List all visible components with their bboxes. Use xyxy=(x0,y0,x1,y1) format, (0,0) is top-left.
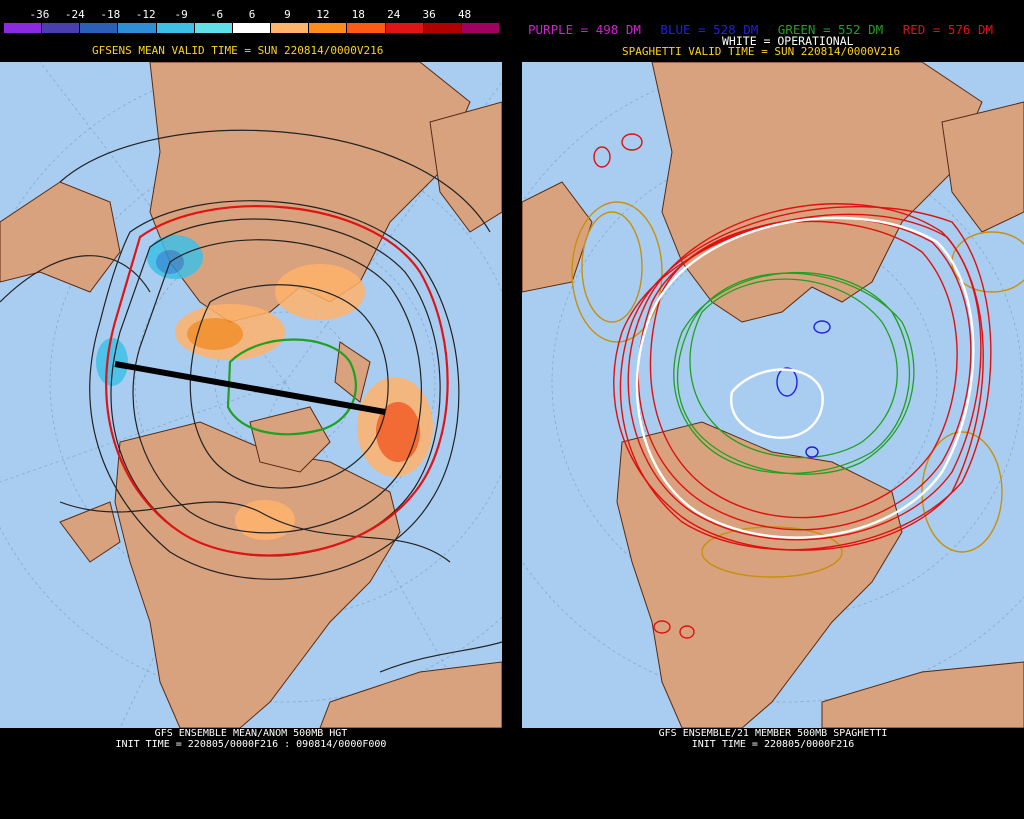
right-footer: GFS ENSEMBLE/21 MEMBER 500MB SPAGHETTI I… xyxy=(522,728,1024,750)
legend-blue: BLUE = 528 DM xyxy=(660,22,759,37)
spaghetti-legend: PURPLE = 498 DM BLUE = 528 DM GREEN = 55… xyxy=(528,22,1005,37)
colorbar-label: 24 xyxy=(387,8,401,21)
ensemble-mean-map[interactable] xyxy=(0,62,502,728)
colorbar-swatch xyxy=(232,23,272,33)
colorbar-swatch xyxy=(461,23,501,33)
colorbar-label: -36 xyxy=(29,8,50,21)
colorbar-label: -24 xyxy=(64,8,85,21)
right-footer-line2: INIT TIME = 220805/0000F216 xyxy=(691,739,855,750)
legend-green: GREEN = 552 DM xyxy=(777,22,884,37)
right-map-title: SPAGHETTI VALID TIME = SUN 220814/0000V2… xyxy=(622,45,901,58)
colorbar-swatch xyxy=(423,23,462,33)
colorbar-label: 6 xyxy=(248,8,256,21)
colorbar-swatch xyxy=(118,23,157,33)
colorbar-label: 48 xyxy=(457,8,472,21)
spaghetti-map[interactable] xyxy=(522,62,1024,728)
legend-red: RED = 576 DM xyxy=(902,22,993,37)
left-footer-line1: GFS ENSEMBLE MEAN/ANOM 500MB HGT xyxy=(154,728,348,739)
colorbar-swatch xyxy=(156,23,195,33)
colorbar-label: -9 xyxy=(174,8,188,21)
cross-section-line xyxy=(114,361,386,415)
colorbar-swatch xyxy=(385,23,424,33)
colorbar-swatch xyxy=(309,23,348,33)
colorbar-labels: -36 -24 -18 -12 -9 -6 6 9 12 18 24 36 48 xyxy=(4,8,500,22)
anomaly-colorbar: -36 -24 -18 -12 -9 -6 6 9 12 18 24 36 48 xyxy=(4,8,501,33)
legend-white: WHITE = OPERATIONAL xyxy=(722,34,854,48)
colorbar-swatch xyxy=(194,23,233,33)
legend-purple: PURPLE = 498 DM xyxy=(528,22,641,37)
left-map-title: GFSENS MEAN VALID TIME = SUN 220814/0000… xyxy=(92,44,384,57)
colorbar-swatch xyxy=(4,23,43,33)
colorbar-label: -18 xyxy=(100,8,121,21)
colorbar-swatch xyxy=(80,23,119,33)
ensemble-mean-panel: -36 -24 -18 -12 -9 -6 6 9 12 18 24 36 48 GFSENS MEAN… xyxy=(0,0,502,819)
colorbar-label: -6 xyxy=(209,8,224,21)
panel-divider xyxy=(502,0,522,819)
colorbar-swatch xyxy=(42,23,81,33)
spaghetti-panel: PURPLE = 498 DM BLUE = 528 DM GREEN = 55… xyxy=(522,0,1024,819)
colorbar-swatch xyxy=(271,23,310,33)
colorbar-swatches xyxy=(4,23,501,33)
colorbar-label: 36 xyxy=(422,8,436,21)
left-footer-line2: INIT TIME = 220805/0000F216 : 090814/000… xyxy=(115,739,387,750)
right-footer-line1: GFS ENSEMBLE/21 MEMBER 500MB SPAGHETTI xyxy=(658,728,888,739)
colorbar-label: 9 xyxy=(284,8,291,21)
colorbar-label: 18 xyxy=(351,8,365,21)
left-footer: GFS ENSEMBLE MEAN/ANOM 500MB HGT INIT TI… xyxy=(0,728,502,750)
colorbar-swatch xyxy=(347,23,386,33)
colorbar-label: 12 xyxy=(316,8,330,21)
colorbar-label: -12 xyxy=(135,8,156,21)
